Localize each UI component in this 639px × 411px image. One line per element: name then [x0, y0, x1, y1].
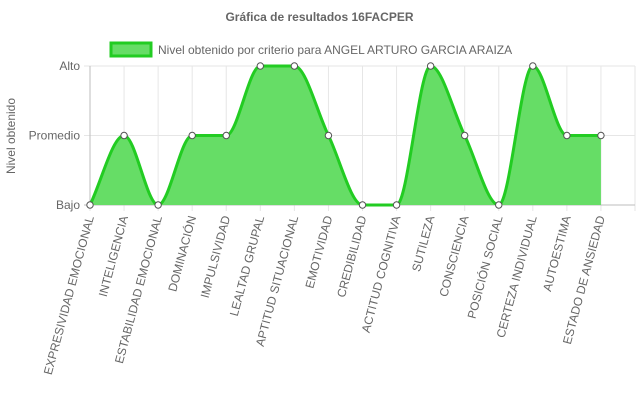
x-tick-label: DOMINACIÓN — [164, 214, 199, 293]
x-tick-label: AUTOESTIMA — [540, 214, 574, 293]
x-tick-label: INTELIGENCIA — [96, 214, 131, 298]
x-tick-label: IMPULSIVIDAD — [198, 214, 234, 300]
legend-swatch[interactable] — [109, 41, 153, 58]
legend[interactable]: Nivel obtenido por criterio para ANGEL A… — [109, 41, 512, 58]
data-point[interactable] — [290, 62, 299, 70]
chart-title: Gráfica de resultados 16FACPER — [225, 10, 413, 24]
legend-label[interactable]: Nivel obtenido por criterio para ANGEL A… — [158, 43, 512, 57]
y-tick-label: Alto — [59, 59, 80, 73]
x-tick-label: CREDIBILIDAD — [334, 214, 369, 299]
series-area-fill — [90, 66, 601, 205]
data-point[interactable] — [460, 131, 469, 140]
data-point[interactable] — [392, 201, 401, 209]
data-points[interactable] — [86, 62, 605, 209]
data-point[interactable] — [222, 131, 230, 140]
data-point[interactable] — [426, 62, 435, 70]
data-point[interactable] — [563, 131, 571, 140]
series-area — [88, 64, 601, 207]
data-point[interactable] — [324, 131, 333, 140]
data-point[interactable] — [256, 62, 265, 70]
series-line — [88, 64, 601, 207]
data-point[interactable] — [154, 201, 162, 209]
x-tick-label: POSICIÓN SOCIAL — [464, 214, 506, 321]
x-tick-label: SUTILEZA — [409, 214, 437, 273]
y-tick-label: Promedio — [29, 129, 81, 143]
y-axis-ticks: Bajo Promedio Alto — [29, 59, 81, 212]
y-tick-label: Bajo — [56, 198, 80, 212]
data-point[interactable] — [120, 131, 128, 140]
x-axis-ticks: EXPRESIVIDAD EMOCIONALINTELIGENCIAESTABI… — [41, 214, 608, 377]
data-point[interactable] — [495, 201, 503, 209]
x-tick-label: EXPRESIVIDAD EMOCIONAL — [41, 214, 97, 376]
x-tick-label: EMOTIVIDAD — [302, 214, 335, 290]
x-tick-label: LEALTAD GRUPAL — [227, 214, 267, 318]
y-axis-title: Nivel obtenido — [4, 98, 18, 174]
data-point[interactable] — [358, 201, 367, 209]
data-point[interactable] — [188, 131, 196, 140]
data-point[interactable] — [529, 62, 537, 70]
x-tick-label: CONSCIENCIA — [436, 214, 471, 298]
data-point[interactable] — [86, 201, 94, 209]
data-point[interactable] — [597, 131, 605, 140]
